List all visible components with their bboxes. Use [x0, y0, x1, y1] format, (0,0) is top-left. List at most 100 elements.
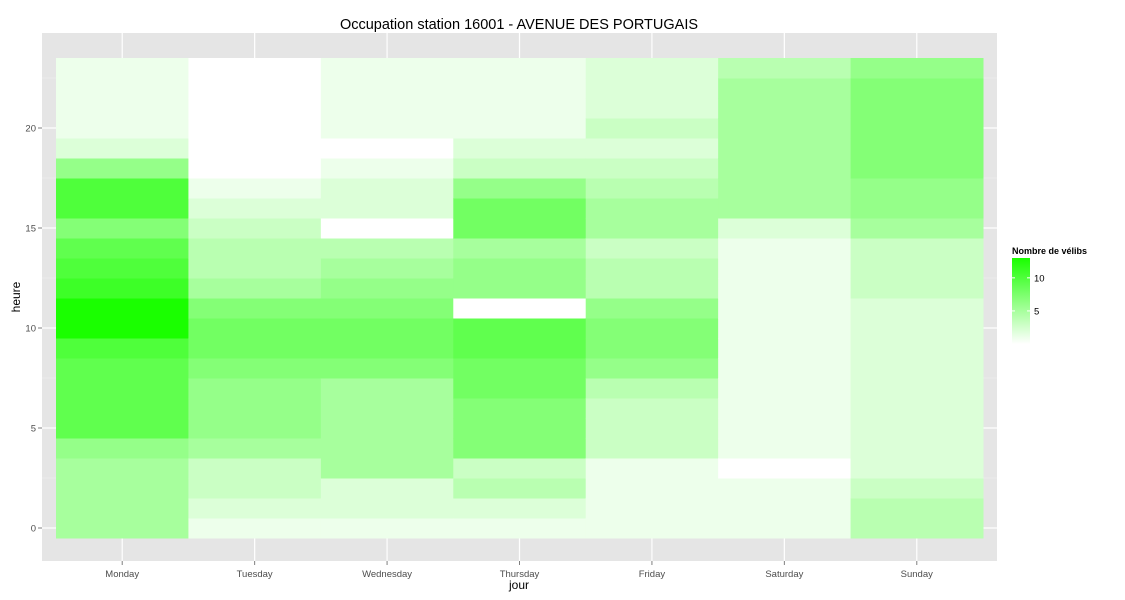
heatmap-cell-wednesday-10	[320, 318, 454, 339]
heatmap-cell-sunday-4	[850, 438, 984, 459]
heatmap-cell-friday-15	[585, 218, 719, 239]
heatmap-cell-thursday-22	[453, 78, 587, 99]
heatmap-cell-sunday-20	[850, 118, 984, 139]
heatmap-cell-friday-10	[585, 318, 719, 339]
heatmap-cell-monday-4	[56, 438, 189, 459]
heatmap-cell-wednesday-21	[320, 98, 454, 119]
heatmap-cell-tuesday-4	[188, 438, 322, 459]
heatmap-cell-thursday-10	[453, 318, 587, 339]
heatmap-cell-sunday-11	[850, 298, 984, 319]
heatmap-cell-sunday-18	[850, 158, 984, 179]
heatmap-cell-saturday-12	[718, 278, 852, 299]
heatmap-cell-monday-10	[56, 318, 189, 339]
heatmap-cell-thursday-21	[453, 98, 587, 119]
heatmap-cell-tuesday-13	[188, 258, 322, 279]
heatmap-cell-wednesday-11	[320, 298, 454, 319]
heatmap-cell-sunday-21	[850, 98, 984, 119]
heatmap-cell-tuesday-5	[188, 418, 322, 439]
x-tick-label: Sunday	[901, 569, 933, 580]
heatmap-cell-tuesday-1	[188, 498, 322, 519]
heatmap-cell-friday-3	[585, 458, 719, 479]
heatmap-cell-saturday-0	[718, 518, 852, 539]
heatmap-cell-wednesday-12	[320, 278, 454, 299]
heatmap-cell-monday-23	[56, 58, 189, 79]
heatmap-cell-thursday-12	[453, 278, 587, 299]
heatmap-cell-tuesday-18	[188, 158, 322, 179]
legend-color-bar	[1012, 258, 1030, 344]
y-tick-label: 10	[25, 324, 36, 335]
heatmap-cell-thursday-17	[453, 178, 587, 199]
heatmap-cell-wednesday-7	[320, 378, 454, 399]
heatmap-cell-monday-21	[56, 98, 189, 119]
heatmap-cell-saturday-1	[718, 498, 852, 519]
heatmap-cell-friday-18	[585, 158, 719, 179]
heatmap-cell-sunday-23	[850, 58, 984, 79]
heatmap-cell-tuesday-21	[188, 98, 322, 119]
x-axis-label: jour	[508, 578, 529, 592]
heatmap-cell-wednesday-0	[320, 518, 454, 539]
heatmap-cell-thursday-13	[453, 258, 587, 279]
heatmap-cell-wednesday-3	[320, 458, 454, 479]
heatmap-cell-tuesday-10	[188, 318, 322, 339]
heatmap-cell-friday-1	[585, 498, 719, 519]
heatmap-cell-tuesday-16	[188, 198, 322, 219]
y-axis-label: heure	[9, 281, 23, 312]
heatmap-cell-monday-9	[56, 338, 189, 359]
heatmap-cell-wednesday-19	[320, 138, 454, 159]
heatmap-cell-monday-6	[56, 398, 189, 419]
heatmap-cell-sunday-6	[850, 398, 984, 419]
heatmap-cell-tuesday-19	[188, 138, 322, 159]
heatmap-cell-tuesday-22	[188, 78, 322, 99]
heatmap-cell-friday-6	[585, 398, 719, 419]
heatmap-cell-wednesday-15	[320, 218, 454, 239]
heatmap-cell-tuesday-2	[188, 478, 322, 499]
heatmap-cell-friday-8	[585, 358, 719, 379]
heatmap-cell-friday-13	[585, 258, 719, 279]
heatmap-cell-sunday-13	[850, 258, 984, 279]
heatmap-cell-tuesday-11	[188, 298, 322, 319]
heatmap-cell-sunday-10	[850, 318, 984, 339]
heatmap-cell-monday-3	[56, 458, 189, 479]
heatmap-cell-monday-13	[56, 258, 189, 279]
heatmap-cell-friday-21	[585, 98, 719, 119]
heatmap-cell-monday-22	[56, 78, 189, 99]
heatmap-cell-saturday-19	[718, 138, 852, 159]
heatmap-cell-friday-7	[585, 378, 719, 399]
heatmap-cell-wednesday-5	[320, 418, 454, 439]
heatmap-cell-tuesday-15	[188, 218, 322, 239]
heatmap-cell-wednesday-23	[320, 58, 454, 79]
legend-tick-label: 5	[1034, 306, 1039, 317]
heatmap-cell-tuesday-6	[188, 398, 322, 419]
heatmap-cell-friday-2	[585, 478, 719, 499]
heatmap-cell-friday-17	[585, 178, 719, 199]
heatmap-cell-sunday-8	[850, 358, 984, 379]
heatmap-cell-thursday-23	[453, 58, 587, 79]
heatmap-cell-tuesday-23	[188, 58, 322, 79]
heatmap-cell-saturday-8	[718, 358, 852, 379]
heatmap-cell-thursday-19	[453, 138, 587, 159]
heatmap-cell-friday-0	[585, 518, 719, 539]
heatmap-cell-tuesday-3	[188, 458, 322, 479]
legend-title: Nombre de vélibs	[1012, 246, 1087, 256]
heatmap-cell-wednesday-16	[320, 198, 454, 219]
heatmap-cell-friday-9	[585, 338, 719, 359]
heatmap-cell-thursday-20	[453, 118, 587, 139]
heatmap-cell-sunday-3	[850, 458, 984, 479]
heatmap-cell-friday-12	[585, 278, 719, 299]
heatmap-cell-saturday-3	[718, 458, 852, 479]
heatmap-cell-wednesday-17	[320, 178, 454, 199]
heatmap-cell-monday-20	[56, 118, 189, 139]
heatmap-cell-thursday-18	[453, 158, 587, 179]
legend-tick-label: 10	[1034, 273, 1045, 284]
y-tick-label: 20	[25, 124, 36, 135]
heatmap-cell-wednesday-2	[320, 478, 454, 499]
heatmap-cell-tuesday-12	[188, 278, 322, 299]
heatmap-cell-sunday-12	[850, 278, 984, 299]
heatmap-cell-sunday-14	[850, 238, 984, 259]
heatmap-cell-wednesday-1	[320, 498, 454, 519]
heatmap-cell-thursday-2	[453, 478, 587, 499]
heatmap-cell-thursday-0	[453, 518, 587, 539]
heatmap-cell-friday-16	[585, 198, 719, 219]
x-tick-label: Friday	[639, 569, 666, 580]
heatmap-cell-friday-14	[585, 238, 719, 259]
